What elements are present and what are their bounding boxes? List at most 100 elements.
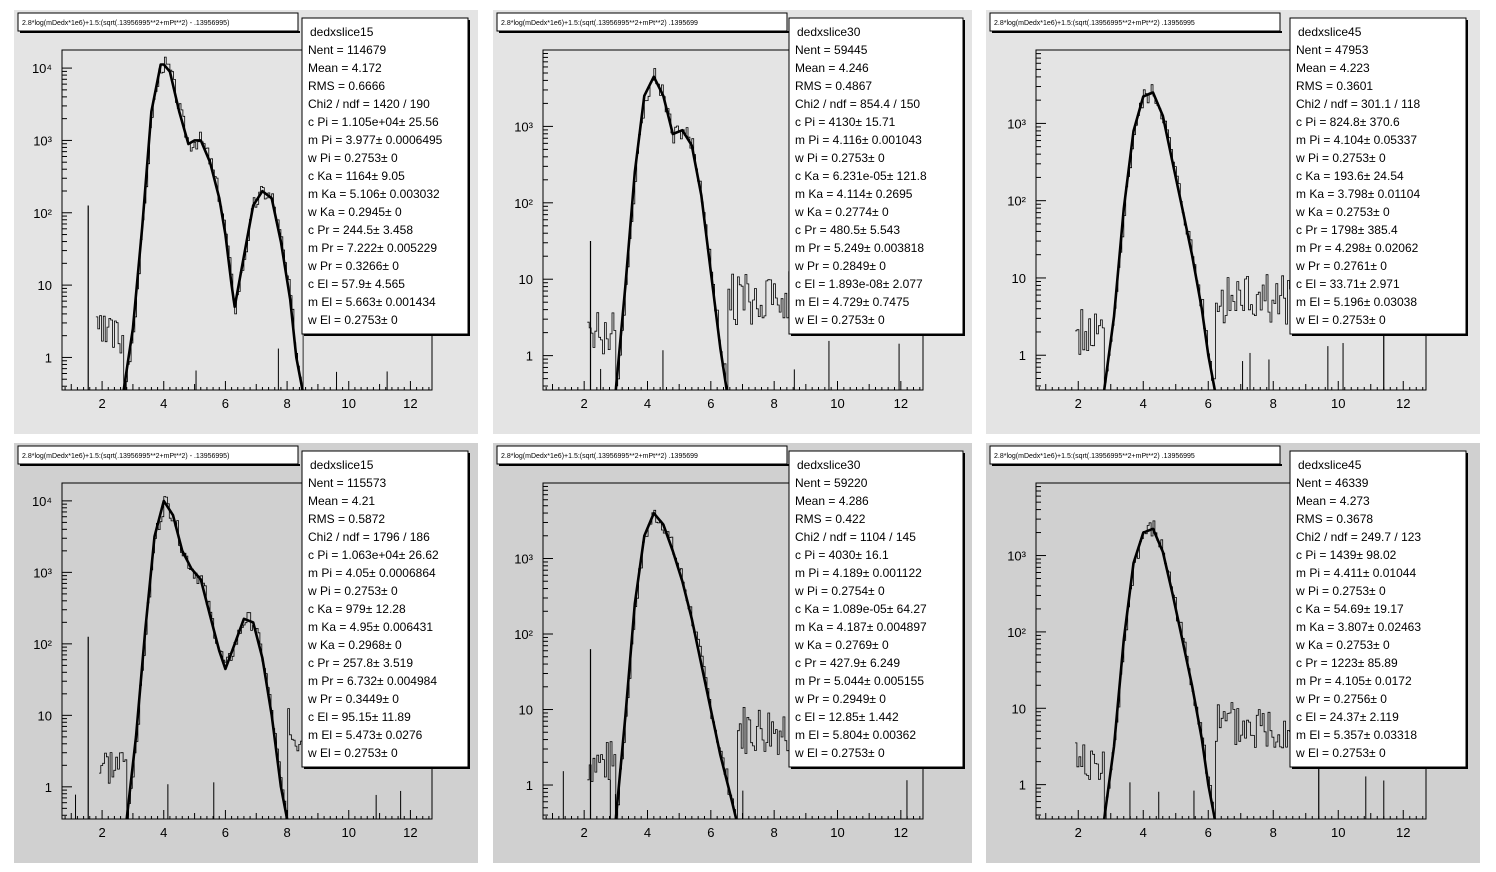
stats-box: dedxslice15 Nent = 114679 Mean = 4.172 RMS … bbox=[301, 17, 470, 336]
y-axis: 1 10 10² 10³ bbox=[514, 49, 553, 387]
stats-row: Chi2 / ndf = 1796 / 186 bbox=[308, 530, 430, 544]
y-tick-label: 10³ bbox=[33, 133, 52, 148]
stats-row: m Pr = 4.105± 0.0172 bbox=[1296, 674, 1412, 688]
y-tick-label: 10 bbox=[519, 272, 533, 287]
fit-curve bbox=[125, 499, 289, 820]
x-tick-label: 8 bbox=[1270, 396, 1277, 411]
histogram-title-box: 2.8*log(mDedx*1e6)+1.5:(sqrt(.13956995**… bbox=[989, 12, 1282, 33]
stats-row: Nent = 59220 bbox=[795, 476, 868, 490]
histogram-title: 2.8*log(mDedx*1e6)+1.5:(sqrt(.13956995**… bbox=[994, 20, 1195, 27]
stats-row: w El = 0.2753± 0 bbox=[307, 313, 398, 327]
y-tick-label: 10⁴ bbox=[32, 494, 52, 509]
stats-row: w Pr = 0.3449± 0 bbox=[307, 692, 399, 706]
x-tick-label: 2 bbox=[1075, 825, 1082, 840]
histogram-chart: 2 4 6 8 10 12 1 10 10² 10³ 2.8*log(mDedx*1e6)+1.5:… bbox=[986, 10, 1480, 434]
stats-row: Chi2 / ndf = 301.1 / 118 bbox=[1296, 97, 1421, 111]
fit-curve bbox=[614, 511, 738, 820]
x-tick-label: 12 bbox=[1396, 396, 1410, 411]
x-tick-label: 2 bbox=[98, 825, 105, 840]
stats-row: w Ka = 0.2769± 0 bbox=[794, 638, 889, 652]
histogram-title: 2.8*log(mDedx*1e6)+1.5:(sqrt(.13956995**… bbox=[501, 20, 698, 27]
x-tick-label: 10 bbox=[1331, 396, 1345, 411]
y-tick-label: 10² bbox=[1007, 194, 1026, 209]
stats-row: RMS = 0.422 bbox=[795, 512, 866, 526]
stats-row: m Pr = 6.732± 0.004984 bbox=[308, 674, 437, 688]
stats-box: dedxslice30 Nent = 59445 Mean = 4.246 RMS =… bbox=[788, 17, 965, 336]
y-tick-label: 1 bbox=[1019, 348, 1026, 363]
x-tick-label: 6 bbox=[707, 825, 714, 840]
x-tick-label: 10 bbox=[1331, 825, 1345, 840]
stats-row: Nent = 114679 bbox=[308, 43, 387, 57]
stats-row: Mean = 4.246 bbox=[795, 61, 869, 75]
stats-row: c Pr = 244.5± 3.458 bbox=[308, 223, 413, 237]
x-tick-label: 2 bbox=[98, 396, 105, 411]
stats-row: w Ka = 0.2968± 0 bbox=[307, 638, 402, 652]
stats-row: c Pi = 1439± 98.02 bbox=[1296, 548, 1397, 562]
stats-row: Nent = 59445 bbox=[795, 43, 868, 57]
stats-box: dedxslice45 Nent = 47953 Mean = 4.223 RMS =… bbox=[1289, 17, 1468, 336]
stats-row: m Pr = 7.222± 0.005229 bbox=[308, 241, 437, 255]
stats-row: m Pi = 4.411± 0.01044 bbox=[1296, 566, 1416, 580]
stats-row: c El = 12.85± 1.442 bbox=[795, 710, 899, 724]
stats-row: c Pi = 824.8± 370.6 bbox=[1296, 115, 1400, 129]
y-tick-label: 10 bbox=[519, 703, 533, 718]
stats-row: c Ka = 979± 12.28 bbox=[308, 602, 406, 616]
y-tick-label: 1 bbox=[45, 780, 52, 795]
x-tick-label: 8 bbox=[771, 396, 778, 411]
stats-row: c El = 1.893e-08± 2.077 bbox=[795, 277, 923, 291]
stats-row: c Pr = 427.9± 6.249 bbox=[795, 656, 900, 670]
stats-box: dedxslice30 Nent = 59220 Mean = 4.286 RMS =… bbox=[788, 450, 965, 769]
y-axis: 1 10 10² 10³ 10⁴ bbox=[32, 494, 72, 816]
histogram-chart: 2 4 6 8 10 12 1 10 10² 10³ 2.8*log(mDedx*1e6)+1.5:… bbox=[493, 10, 972, 434]
stats-row: Mean = 4.172 bbox=[308, 61, 382, 75]
stats-row: m Pi = 4.189± 0.001122 bbox=[795, 566, 922, 580]
x-tick-label: 6 bbox=[1205, 825, 1212, 840]
stats-row: w El = 0.2753± 0 bbox=[307, 746, 398, 760]
histogram-chart: 2 4 6 8 10 12 1 10 10² 10³ 2.8*log(mDedx*1e6)+1.5:… bbox=[493, 443, 972, 863]
y-axis: 1 10 10² 10³ bbox=[1007, 486, 1046, 816]
y-tick-label: 10³ bbox=[1007, 549, 1026, 564]
y-tick-label: 10 bbox=[1012, 701, 1026, 716]
x-tick-label: 10 bbox=[830, 396, 844, 411]
stats-row: m Pi = 4.104± 0.05337 bbox=[1296, 133, 1417, 147]
stats-row: Chi2 / ndf = 854.4 / 150 bbox=[795, 97, 920, 111]
stats-row: c Ka = 54.69± 19.17 bbox=[1296, 602, 1404, 616]
stats-row: w El = 0.2753± 0 bbox=[794, 313, 885, 327]
stats-row: m Ka = 3.798± 0.01104 bbox=[1296, 187, 1420, 201]
y-tick-label: 1 bbox=[526, 349, 533, 364]
stats-row: w Pi = 0.2753± 0 bbox=[794, 151, 885, 165]
stats-name: dedxslice45 bbox=[1298, 458, 1362, 472]
x-axis: 2 4 6 8 10 12 bbox=[64, 381, 430, 411]
stats-row: m El = 4.729± 0.7475 bbox=[795, 295, 910, 309]
stats-box: dedxslice45 Nent = 46339 Mean = 4.273 RMS =… bbox=[1289, 450, 1468, 769]
stats-row: c Pi = 1.105e+04± 25.56 bbox=[308, 115, 439, 129]
stats-row: w Ka = 0.2753± 0 bbox=[1295, 205, 1390, 219]
x-tick-label: 6 bbox=[222, 396, 229, 411]
stats-row: m El = 5.804± 0.00362 bbox=[795, 728, 916, 742]
stats-name: dedxslice30 bbox=[797, 458, 861, 472]
y-tick-label: 10³ bbox=[514, 119, 533, 134]
histogram-chart: 2 4 6 8 10 12 1 10 10² 10³ 10⁴ 2.8*log(mDedx*1e6)+1… bbox=[14, 443, 478, 863]
histogram-panel: 2 4 6 8 10 12 1 10 10² 10³ 2.8*log(mDedx*1e6)+1.5:… bbox=[493, 10, 972, 434]
y-axis: 1 10 10² 10³ bbox=[1007, 53, 1046, 387]
stats-row: c El = 24.37± 2.119 bbox=[1296, 710, 1399, 724]
x-tick-label: 4 bbox=[644, 825, 651, 840]
stats-name: dedxslice15 bbox=[310, 458, 374, 472]
histogram-title: 2.8*log(mDedx*1e6)+1.5:(sqrt(.13956995**… bbox=[501, 453, 698, 460]
x-tick-label: 12 bbox=[403, 396, 417, 411]
stats-row: Nent = 46339 bbox=[1296, 476, 1369, 490]
y-tick-label: 10² bbox=[1007, 625, 1026, 640]
histogram-panel: 2 4 6 8 10 12 1 10 10² 10³ 10⁴ 2.8*log(mDedx*1e6)+1… bbox=[14, 443, 478, 863]
stats-row: w Pr = 0.2756± 0 bbox=[1295, 692, 1387, 706]
stats-row: c El = 57.9± 4.565 bbox=[308, 277, 405, 291]
stats-row: Mean = 4.21 bbox=[308, 494, 375, 508]
fit-curve bbox=[122, 63, 304, 391]
stats-row: m Pr = 5.249± 0.003818 bbox=[795, 241, 924, 255]
stats-row: m Ka = 4.114± 0.2695 bbox=[795, 187, 913, 201]
x-tick-label: 2 bbox=[581, 825, 588, 840]
stats-row: w Pr = 0.2849± 0 bbox=[794, 259, 886, 273]
y-tick-label: 10³ bbox=[33, 565, 52, 580]
x-tick-label: 12 bbox=[894, 825, 908, 840]
stats-row: Mean = 4.223 bbox=[1296, 61, 1370, 75]
stats-row: w Pi = 0.2753± 0 bbox=[307, 151, 398, 165]
